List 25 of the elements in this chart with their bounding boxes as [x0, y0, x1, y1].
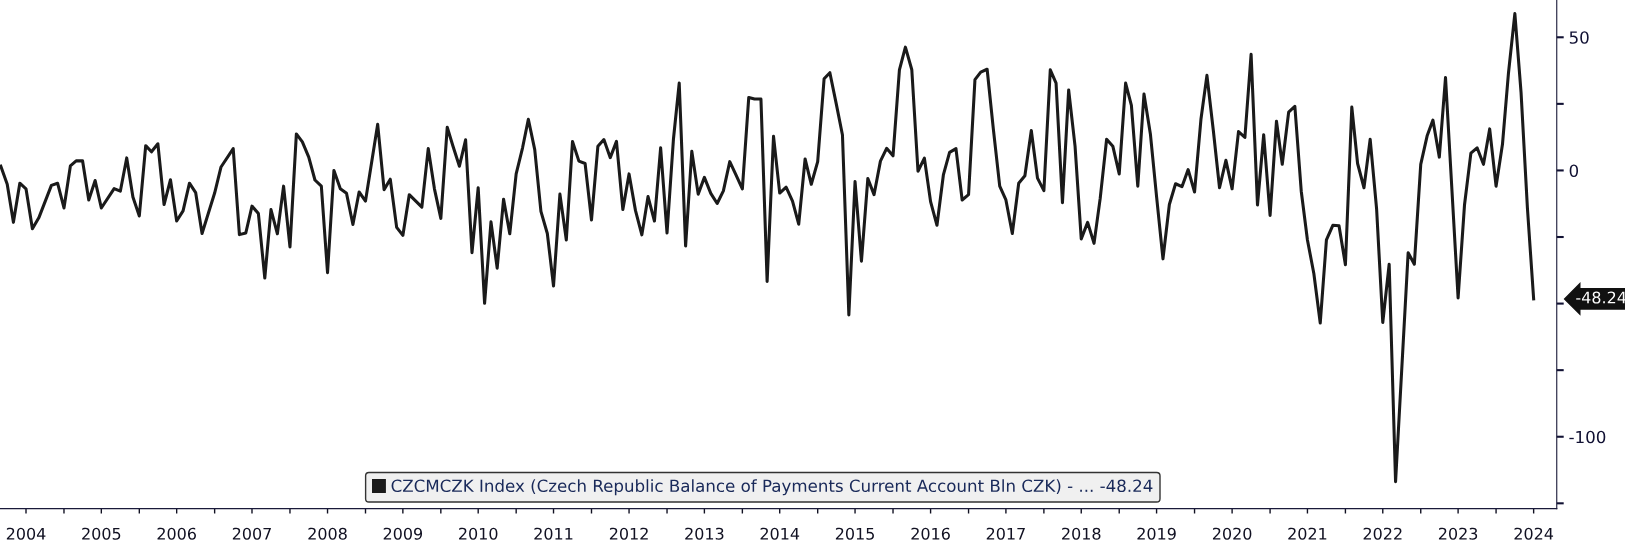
- x-tick-label: 2008: [308, 527, 347, 540]
- x-tick-label: 2018: [1062, 527, 1101, 540]
- x-tick-label: 2019: [1137, 527, 1176, 540]
- x-tick-label: 2005: [82, 527, 121, 540]
- x-tick-label: 2011: [534, 527, 573, 540]
- x-tick-label: 2013: [685, 527, 724, 540]
- x-tick-label: 2014: [760, 527, 800, 540]
- x-tick-label: 2009: [383, 527, 423, 540]
- x-tick-label: 2016: [911, 527, 950, 540]
- x-tick-label: 2024: [1514, 527, 1554, 540]
- y-tick-label: 0: [1569, 164, 1579, 177]
- x-tick-label: 2004: [6, 527, 46, 540]
- y-tick-label: -100: [1569, 430, 1606, 444]
- x-tick-label: 2021: [1288, 527, 1327, 540]
- x-tick-label: 2022: [1363, 527, 1402, 540]
- x-tick-label: 2020: [1212, 527, 1252, 540]
- x-tick-label: 2006: [157, 527, 196, 540]
- x-tick-label: 2007: [232, 527, 271, 540]
- x-tick-label: 2012: [609, 527, 648, 540]
- x-tick-label: 2010: [459, 527, 498, 540]
- legend-label: CZCMCZK Index (Czech Republic Balance of Payments Current Account Bln CZK) - ... -48.24: [391, 479, 1153, 496]
- y-tick-label: 50: [1569, 31, 1589, 44]
- x-tick-label: 2023: [1438, 527, 1478, 540]
- x-tick-label: 2017: [986, 527, 1025, 540]
- x-tick-label: 2015: [835, 527, 874, 540]
